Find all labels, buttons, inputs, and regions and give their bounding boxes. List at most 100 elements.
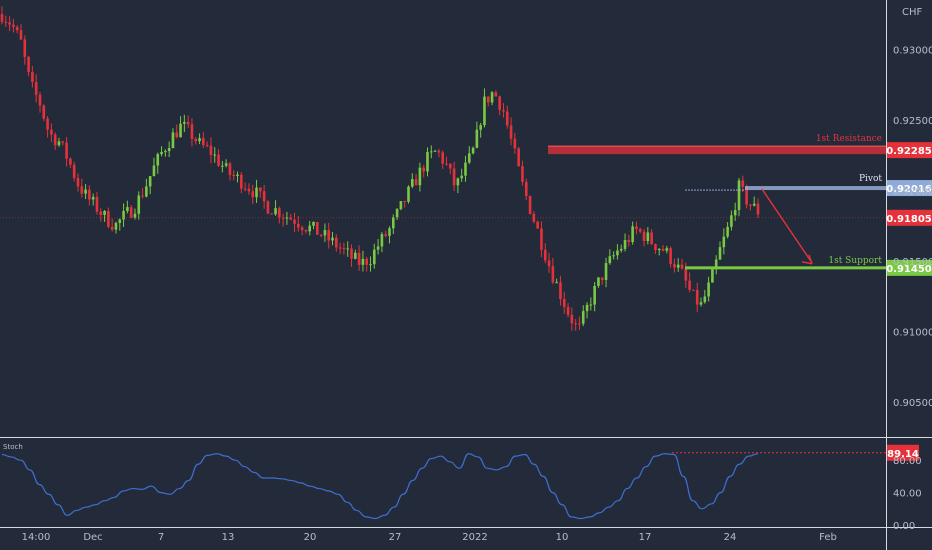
support-label: 1st Support bbox=[828, 256, 882, 266]
candle-body bbox=[110, 226, 114, 230]
candle-body bbox=[475, 129, 479, 148]
candle-body bbox=[536, 221, 539, 229]
candle-body bbox=[126, 207, 129, 212]
candle-body bbox=[730, 215, 733, 227]
candle-body bbox=[369, 264, 372, 266]
candle-body bbox=[331, 237, 334, 241]
candle-body bbox=[619, 248, 623, 251]
candle-body bbox=[133, 213, 137, 218]
x-tick-label: Feb bbox=[819, 532, 837, 543]
candle-body bbox=[8, 22, 11, 25]
candle-body bbox=[338, 247, 342, 249]
stoch-badge-text: 89.14 bbox=[887, 449, 919, 460]
stoch-tick-label: 0.00 bbox=[893, 521, 915, 532]
candle-body bbox=[418, 167, 422, 186]
candle-body bbox=[72, 164, 76, 178]
candle-body bbox=[722, 236, 726, 248]
candle-body bbox=[42, 105, 46, 119]
candle-body bbox=[703, 296, 707, 303]
candle-body bbox=[517, 148, 520, 167]
candle-body bbox=[319, 234, 323, 236]
candle-body bbox=[726, 226, 729, 237]
candle-body bbox=[186, 122, 190, 125]
stochastic-panel: 89.14 bbox=[1, 444, 919, 520]
candle-body bbox=[156, 154, 160, 166]
candle-body bbox=[642, 231, 646, 241]
candle-body bbox=[224, 163, 228, 166]
candle-body bbox=[695, 289, 699, 305]
candle-body bbox=[479, 125, 482, 130]
candle-body bbox=[129, 207, 133, 218]
forecast-arrow-shaft bbox=[761, 188, 813, 264]
candle-body bbox=[486, 96, 490, 103]
last-price-badge-bg bbox=[887, 209, 932, 226]
support-line bbox=[685, 266, 886, 270]
candle-body bbox=[270, 213, 274, 215]
y-tick-label: 0.93000 bbox=[893, 45, 932, 56]
candle-body bbox=[593, 285, 596, 305]
support-badge-text: 0.91450 bbox=[886, 264, 932, 275]
x-tick-label: 14:00 bbox=[22, 532, 51, 543]
candle-body bbox=[692, 289, 695, 291]
candle-body bbox=[665, 248, 669, 251]
pivot-label: Pivot bbox=[859, 174, 882, 184]
candle-body bbox=[426, 152, 429, 172]
y-tick-label: 0.90500 bbox=[893, 398, 932, 409]
candle-body bbox=[395, 209, 399, 218]
candle-body bbox=[657, 248, 661, 251]
candle-body bbox=[114, 222, 118, 230]
candle-body bbox=[471, 147, 475, 154]
candle-body bbox=[752, 203, 756, 206]
candle-body bbox=[88, 189, 91, 200]
candle-body bbox=[247, 188, 251, 192]
candle-body bbox=[141, 195, 144, 197]
candle-body bbox=[684, 268, 688, 281]
forecast-arrow-head bbox=[801, 254, 813, 265]
candle-body bbox=[255, 187, 258, 198]
candle-body bbox=[354, 252, 357, 259]
candle-body bbox=[53, 134, 57, 146]
candle-body bbox=[589, 304, 593, 306]
candle-body bbox=[524, 181, 528, 197]
candle-body bbox=[616, 250, 619, 256]
stoch-tick-label: 80.00 bbox=[893, 456, 922, 467]
candle-body bbox=[236, 174, 239, 177]
candle-body bbox=[323, 230, 327, 236]
candle-body bbox=[532, 213, 536, 222]
candle-body bbox=[99, 211, 103, 215]
x-tick-label: 20 bbox=[304, 532, 317, 543]
candle-body bbox=[707, 282, 710, 297]
candle-body bbox=[627, 240, 631, 243]
candle-body bbox=[711, 269, 714, 283]
candle-body bbox=[528, 196, 532, 214]
candle-body bbox=[183, 122, 186, 124]
candle-body bbox=[38, 94, 42, 106]
candle-body bbox=[756, 203, 760, 215]
candle-body bbox=[749, 204, 752, 206]
candle-body bbox=[585, 304, 589, 312]
candle-body bbox=[456, 178, 460, 186]
candle-body bbox=[95, 196, 99, 212]
candle-body bbox=[148, 176, 152, 187]
candle-body bbox=[209, 145, 213, 156]
candle-body bbox=[228, 163, 232, 175]
candle-body bbox=[551, 266, 555, 283]
candle-body bbox=[361, 258, 365, 265]
candle-body bbox=[202, 138, 205, 146]
stoch-label: Stoch bbox=[3, 443, 23, 451]
axes: 0.93000 0.92500 0.92000 0.91500 0.91000 0.905… bbox=[22, 45, 932, 543]
candle-body bbox=[733, 209, 737, 216]
pivot-badge-bg bbox=[887, 180, 932, 197]
x-tick-label: 10 bbox=[556, 532, 569, 543]
candle-body bbox=[194, 138, 198, 142]
candle-body bbox=[566, 306, 570, 315]
x-tick-label: 13 bbox=[222, 532, 235, 543]
candle-body bbox=[718, 247, 722, 260]
candle-body bbox=[650, 232, 653, 245]
candle-body bbox=[23, 39, 27, 57]
candle-body bbox=[403, 201, 406, 203]
candle-body bbox=[31, 71, 34, 82]
support-badge-bg bbox=[887, 259, 932, 276]
